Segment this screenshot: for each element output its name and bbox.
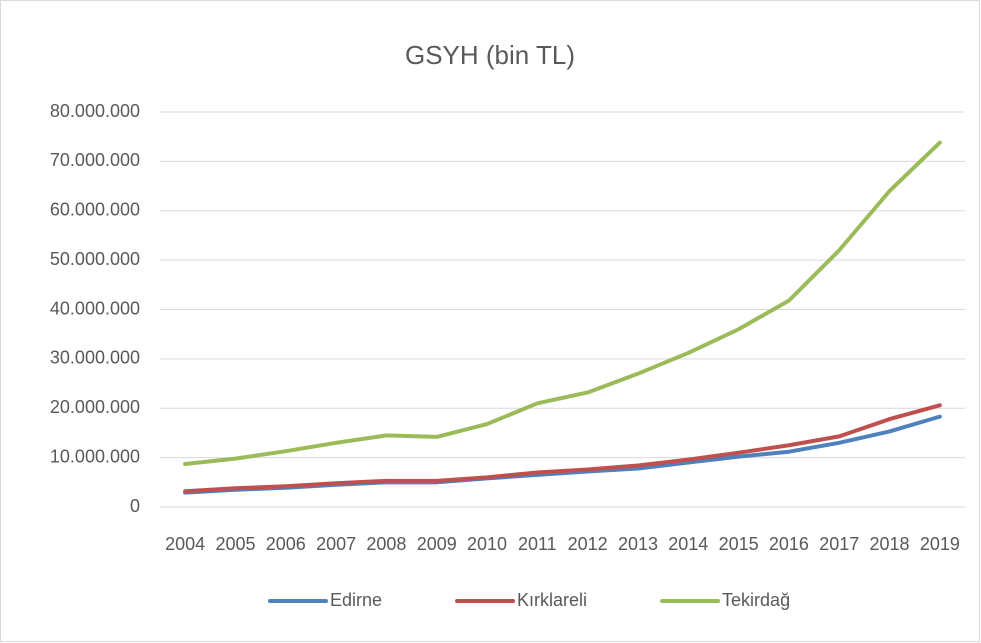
x-tick-label: 2012 [568, 534, 608, 554]
y-tick-label: 80.000.000 [50, 101, 140, 121]
legend-label: Kırklareli [517, 590, 587, 610]
x-tick-label: 2006 [266, 534, 306, 554]
x-tick-label: 2015 [719, 534, 759, 554]
x-tick-label: 2014 [668, 534, 708, 554]
y-tick-label: 20.000.000 [50, 397, 140, 417]
y-tick-label: 0 [130, 496, 140, 516]
x-tick-label: 2017 [819, 534, 859, 554]
x-tick-label: 2004 [165, 534, 205, 554]
y-tick-label: 60.000.000 [50, 200, 140, 220]
y-tick-label: 30.000.000 [50, 348, 140, 368]
line-series [183, 403, 942, 494]
x-tick-label: 2019 [920, 534, 960, 554]
y-tick-label: 10.000.000 [50, 446, 140, 466]
x-tick-label: 2009 [417, 534, 457, 554]
y-tick-label: 70.000.000 [50, 150, 140, 170]
x-tick-label: 2018 [870, 534, 910, 554]
chart-title: GSYH (bin TL) [405, 40, 575, 70]
legend-label: Tekirdağ [722, 590, 790, 610]
x-tick-label: 2010 [467, 534, 507, 554]
x-tick-label: 2016 [769, 534, 809, 554]
legend-label: Edirne [330, 590, 382, 610]
x-tick-label: 2005 [215, 534, 255, 554]
y-tick-label: 40.000.000 [50, 298, 140, 318]
line-series [183, 140, 942, 467]
y-tick-label: 50.000.000 [50, 249, 140, 269]
x-tick-label: 2011 [518, 534, 557, 554]
x-tick-label: 2008 [366, 534, 406, 554]
x-tick-label: 2013 [618, 534, 658, 554]
x-tick-label: 2007 [316, 534, 356, 554]
